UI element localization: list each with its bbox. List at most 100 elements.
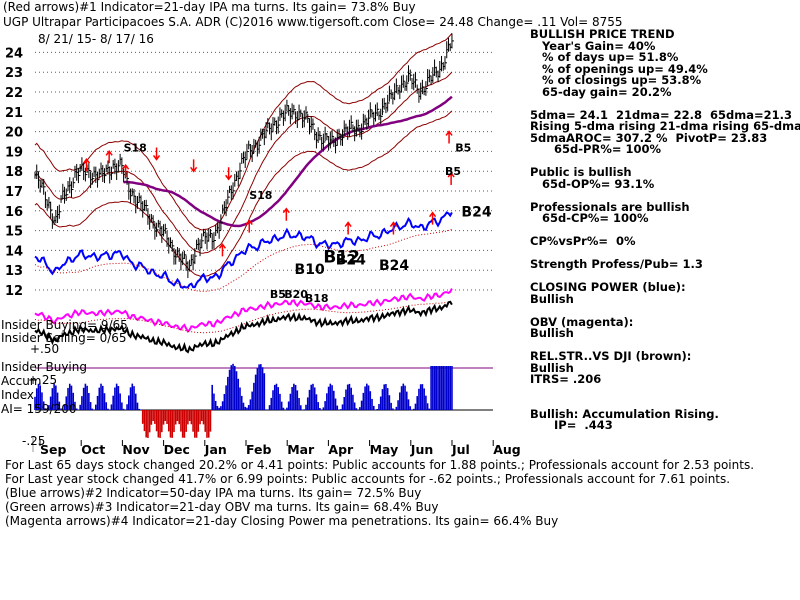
buy-arrow [122,163,130,178]
sell-arrow [190,159,198,173]
signal-label: B24 [379,258,409,274]
stat-line: 65d-OP%= 93.1% [530,176,655,191]
stat-line: OBV (magenta): [530,314,634,329]
signal-label: B12 [323,247,360,267]
obv-ma [34,301,453,334]
signal-label: B18 [305,292,329,305]
signal-label: B5 [455,141,471,154]
insider-buying-count: Insider Buying= 9/65 [1,318,128,332]
stat-line: IP= .443 [530,418,613,432]
y-tick-label: 15 [5,225,23,240]
x-tick-label: Jul [451,442,470,457]
stat-line: Year's Gain= 40% [530,38,656,53]
x-tick-label: Mar [287,442,315,457]
accum-scale-minus25: -.25 [22,434,46,448]
y-tick-label: 19 [5,145,23,160]
y-tick-label: 22 [5,86,23,101]
stat-line: % of days up= 51.8% [530,50,679,64]
buy-arrow [218,243,227,257]
y-tick-label: 17 [5,185,23,200]
x-tick-label: Dec [164,442,190,457]
stat-line: Bullish: Accumulation Rising. [530,406,719,421]
stat-line: Professionals are bullish [530,199,690,214]
footer-magenta-arrows: (Magenta arrows)#4 Indicator=21-day Clos… [5,514,559,528]
x-tick-label: Apr [328,442,354,457]
index-label: Index [1,388,35,402]
footer-65day: For Last 65 days stock changed 20.2% or … [5,458,755,472]
accum-label: Accum [1,374,42,388]
stat-line: 65d-CP%= 100% [530,211,649,225]
lower-band [34,110,453,278]
y-tick-label: 18 [5,165,23,180]
footer-blue-arrows: (Blue arrows)#2 Indicator=50-day IPA ma … [5,486,422,500]
buy-arrow [447,171,455,186]
insider-buying-label: Insider Buying [1,360,87,374]
x-tick-label: Oct [81,442,105,457]
chart-title-line: UGP Ultrapar Participacoes S.A. ADR (C)2… [3,15,623,29]
stat-line: REL.STR..VS DJI (brown): [530,349,692,363]
insider-selling-count: Insider Selling= 0/65 [1,331,127,345]
y-tick-label: 14 [5,244,23,259]
stat-line: Public is bullish [530,165,632,179]
buy-arrow [389,221,398,235]
stat-line: Bullish [530,360,574,375]
x-tick-label: Jan [204,442,227,457]
stat-line: CLOSING POWER (blue): [530,280,686,294]
x-tick-label: May [370,442,399,457]
date-range: 8/ 21/ 15- 8/ 17/ 16 [38,32,154,46]
buy-arrow [344,221,352,235]
signal-label: B5 [445,165,461,178]
stat-line: Rising 5-dma rising 21-dma rising 65-dma [530,119,800,133]
x-tick-label: Sep [40,442,66,457]
stat-line: Bullish [530,291,574,306]
stat-line: BULLISH PRICE TREND [530,27,675,41]
buy-arrow [428,211,437,225]
rel-strength-line [34,300,453,354]
signal-label: S18 [249,189,272,202]
footer-green-arrows: (Green arrows)#3 Indicator=21-day OBV ma… [5,500,439,514]
obv-line [34,288,453,333]
sell-arrow [152,147,161,161]
upper-band [34,32,453,231]
stat-line: % of closings up= 53.8% [530,73,702,87]
y-tick-label: 20 [5,126,23,141]
stats-panel: BULLISH PRICE TREND Year's Gain= 40% % o… [530,27,800,432]
signal-label: B20 [284,288,308,301]
stat-line: Strength Profess/Pub= 1.3 [530,257,703,271]
buy-arrow [245,219,253,233]
buy-arrow [105,150,113,164]
accum-scale-plus25: +.25 [28,373,58,387]
y-tick-label: 21 [5,106,23,121]
stat-line: 5dma= 24.1 21dma= 22.8 65dma=21.3 [530,107,792,122]
y-tick-label: 23 [5,66,23,81]
x-tick-label: Feb [246,442,272,457]
signal-label: B10 [295,262,325,278]
y-tick-label: 16 [5,205,23,220]
x-tick-label: Aug [493,442,521,457]
footer-year: For Last year stock changed 41.7% or 6.9… [5,472,731,486]
ai-label: AI= 159/200 [1,402,77,416]
stat-line: ITRS= .206 [530,372,602,386]
stat-line: 5dmaAROC= 307.2 % PivotP= 23.83 [530,130,768,145]
buy-arrow [445,130,453,144]
sell-arrow [225,167,233,181]
x-tick-label: Nov [122,442,149,457]
signal-label: B5 [270,288,286,301]
closing-power-ma [34,228,453,292]
stat-line: 65d-PR%= 100% [530,142,662,156]
stat-line: Bullish [530,326,574,340]
accum-scale-plus50: +.50 [30,342,60,356]
indicator-1-line: (Red arrows)#1 Indicator=21-day IPA ma t… [3,0,416,14]
signal-label: B24 [336,252,366,268]
stat-line: 65-day gain= 20.2% [530,84,672,99]
stat-line [530,386,800,398]
stat-line: % of openings up= 49.4% [530,61,708,76]
y-tick-label: 12 [5,284,23,299]
y-tick-label: 13 [5,264,23,279]
buy-arrow [82,157,91,172]
x-tick-label: Jun [410,442,433,457]
signal-label: S18 [124,141,147,154]
closing-power-line [34,211,453,289]
stat-line: CP%vsPr%= 0% [530,234,636,248]
